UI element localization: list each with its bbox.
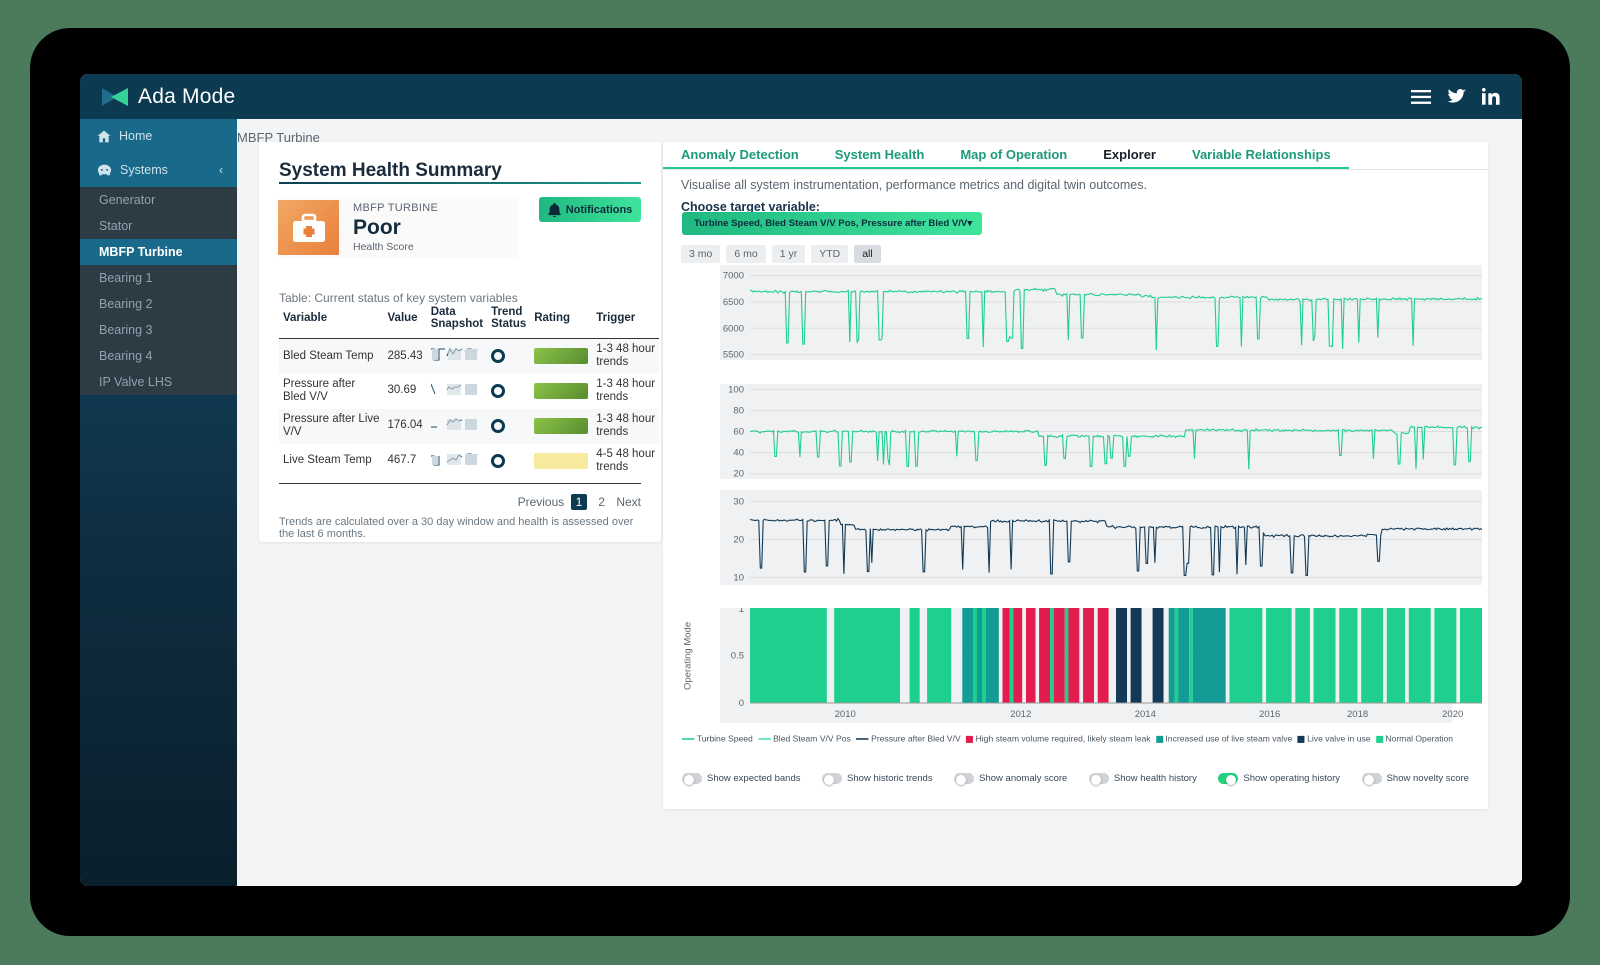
svg-text:5500: 5500: [723, 350, 744, 360]
svg-text:10: 10: [733, 572, 744, 583]
svg-text:6000: 6000: [723, 323, 744, 334]
svg-text:80: 80: [733, 405, 744, 416]
svg-text:2012: 2012: [1010, 709, 1031, 720]
svg-text:2018: 2018: [1347, 709, 1368, 720]
svg-text:40: 40: [733, 448, 744, 459]
svg-text:0.5: 0.5: [731, 651, 744, 662]
svg-text:2020: 2020: [1442, 709, 1463, 720]
svg-text:1: 1: [739, 608, 744, 615]
svg-text:0: 0: [739, 698, 744, 709]
svg-text:7000: 7000: [723, 271, 744, 282]
svg-text:2016: 2016: [1259, 709, 1280, 720]
svg-text:30: 30: [733, 496, 744, 507]
svg-text:60: 60: [733, 427, 744, 438]
svg-text:20: 20: [733, 469, 744, 479]
svg-text:100: 100: [728, 384, 744, 395]
svg-text:20: 20: [733, 534, 744, 545]
svg-text:2010: 2010: [835, 709, 856, 720]
svg-text:2014: 2014: [1135, 709, 1156, 720]
svg-text:6500: 6500: [723, 297, 744, 308]
